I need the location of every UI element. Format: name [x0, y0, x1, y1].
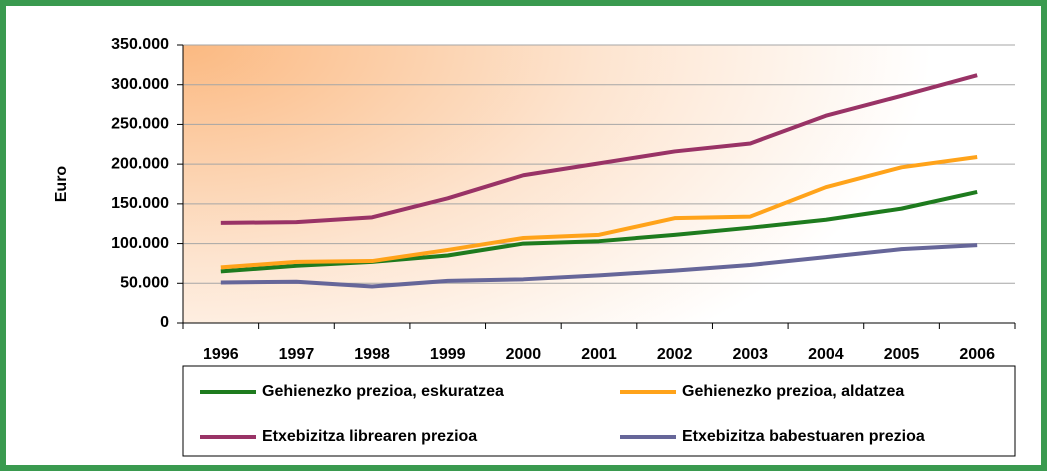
x-tick-label: 1996: [203, 346, 239, 363]
y-tick-label: 100.000: [111, 235, 169, 252]
series-line: [220, 73, 978, 225]
series-line: [220, 243, 978, 289]
x-tick-label: 2001: [581, 346, 617, 363]
y-tick-label: 200.000: [111, 155, 169, 172]
x-tick-label: 2004: [808, 346, 844, 363]
x-tick-label: 2000: [506, 346, 542, 363]
x-tick-label: 1998: [354, 346, 390, 363]
y-tick-label: 250.000: [111, 116, 169, 133]
y-tick-label: 300.000: [111, 76, 169, 93]
x-tick-label: 1999: [430, 346, 466, 363]
y-tick-label: 50.000: [120, 275, 169, 292]
legend-label: Etxebizitza librearen prezioa: [262, 428, 477, 445]
legend-label: Gehienezko prezioa, aldatzea: [682, 383, 904, 400]
legend-box: [182, 365, 1016, 457]
x-tick-label: 2005: [884, 346, 920, 363]
legend-label: Etxebizitza babestuaren prezioa: [682, 428, 925, 445]
y-tick-label: 350.000: [111, 36, 169, 53]
x-tick-label: 2006: [959, 346, 995, 363]
y-tick-label: 0: [160, 314, 169, 331]
x-tick-label: 2002: [657, 346, 693, 363]
x-tick-label: 2003: [732, 346, 768, 363]
y-axis-label: Euro: [53, 166, 70, 203]
x-tick-label: 1997: [279, 346, 315, 363]
legend-label: Gehienezko prezioa, eskuratzea: [262, 383, 504, 400]
y-tick-label: 150.000: [111, 195, 169, 212]
series-line: [220, 155, 978, 270]
